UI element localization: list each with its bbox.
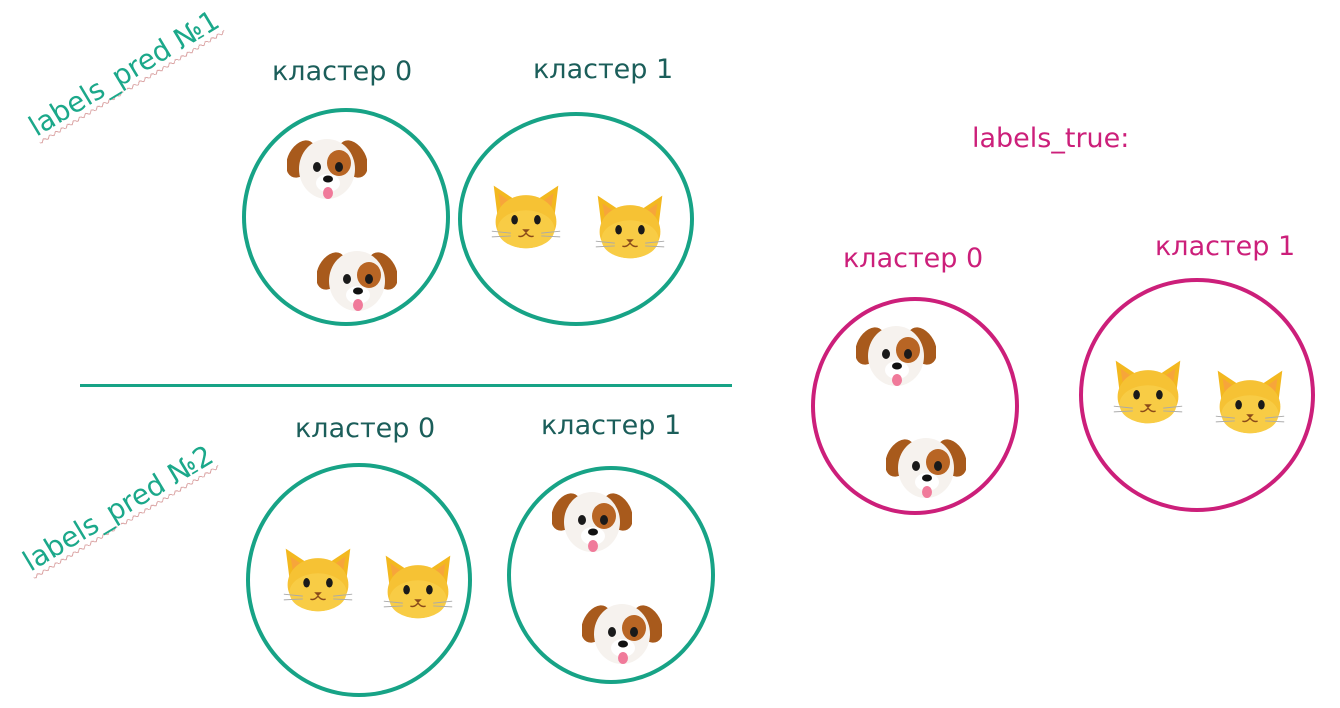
cat-face-icon — [1113, 359, 1183, 425]
truth-cluster1-label: кластер 1 — [1155, 231, 1296, 262]
truth-cluster0-circle — [811, 297, 1019, 515]
pred1-cluster1-label: кластер 1 — [533, 54, 674, 85]
pred2-cluster0-label: кластер 0 — [295, 413, 436, 444]
pred2-cluster1-circle — [507, 466, 715, 684]
dog-face-icon — [287, 135, 367, 199]
dog-face-icon — [886, 434, 966, 498]
dog-face-icon — [317, 247, 397, 311]
dog-face-icon — [582, 600, 662, 664]
pred1-cluster0-circle — [242, 108, 450, 326]
pred1-cluster0-label: кластер 0 — [272, 56, 413, 87]
pred1-title: labels_pred №1 — [23, 3, 225, 143]
pred2-cluster1-label: кластер 1 — [541, 410, 682, 441]
pred2-cluster0-circle — [246, 463, 472, 697]
cat-face-icon — [283, 547, 353, 613]
dog-face-icon — [856, 322, 936, 386]
truth-cluster1-circle — [1079, 278, 1315, 512]
dog-face-icon — [552, 488, 632, 552]
pred2-title: labels_pred №2 — [17, 438, 219, 578]
cat-face-icon — [595, 194, 665, 260]
section-divider — [80, 384, 732, 387]
pred1-cluster1-circle — [458, 112, 694, 326]
cat-face-icon — [491, 184, 561, 250]
cat-face-icon — [383, 554, 453, 620]
truth-cluster0-label: кластер 0 — [843, 243, 984, 274]
truth-title: labels_true: — [972, 123, 1130, 154]
cat-face-icon — [1215, 369, 1285, 435]
